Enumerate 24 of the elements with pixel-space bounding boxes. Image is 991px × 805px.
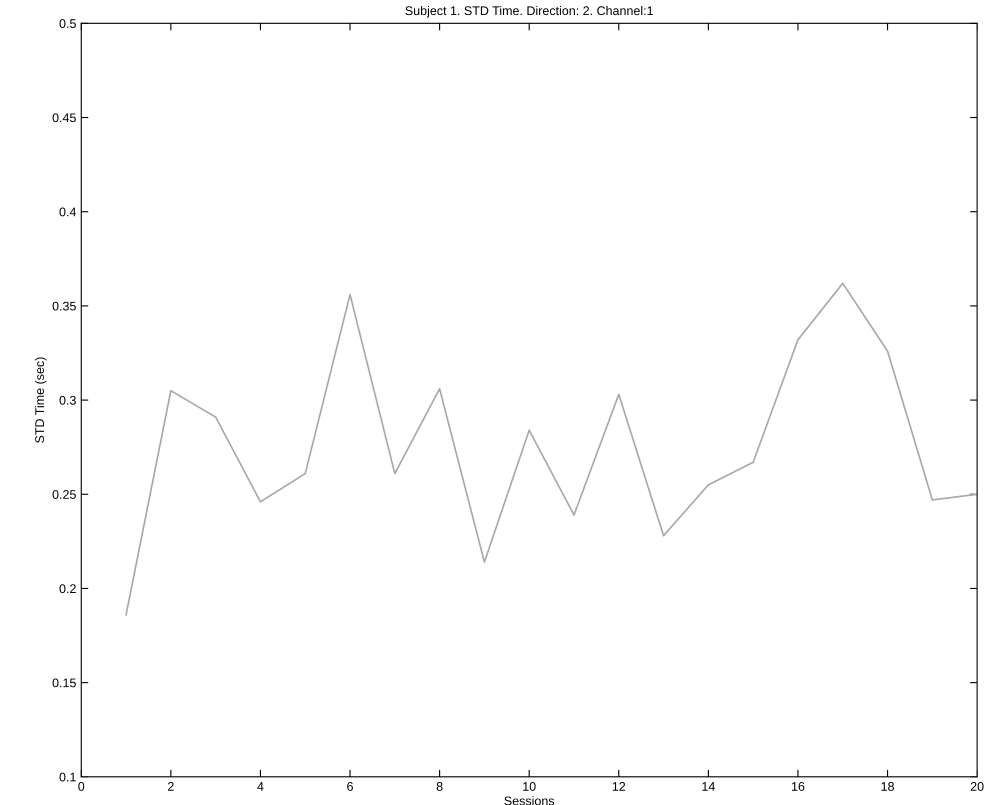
x-tick-label: 16	[792, 782, 804, 791]
line-series	[125, 282, 978, 616]
x-tick-label: 4	[257, 782, 264, 791]
y-tick-label: 0.2	[60, 584, 76, 594]
y-tick-label: 0.15	[52, 678, 76, 688]
x-tick-label: 14	[702, 782, 715, 791]
x-tick-label: 18	[882, 782, 894, 791]
x-tick-label: 10	[523, 782, 536, 791]
y-tick-label: 0.45	[52, 113, 76, 122]
x-tick-label: 20	[970, 782, 984, 791]
x-tick-label: 2	[168, 782, 174, 791]
x-tick-label: 0	[78, 782, 84, 791]
x-tick-label: 6	[347, 782, 353, 791]
y-tick-label: 0.3	[60, 396, 76, 405]
x-tick-label: 12	[612, 782, 626, 791]
x-tick-label: 8	[436, 782, 443, 791]
chart-title: Subject 1. STD Time. Direction: 2. Channel:1	[405, 6, 653, 18]
x-axis-title: Sessions	[504, 796, 554, 805]
y-axis-title: STD Time (sec)	[34, 357, 47, 443]
y-tick-label: 0.35	[52, 302, 76, 311]
y-tick-label: 0.5	[60, 19, 76, 28]
y-tick-label: 0.1	[60, 772, 76, 782]
y-tick-label: 0.4	[60, 208, 76, 216]
y-tick-label: 0.25	[52, 490, 76, 499]
